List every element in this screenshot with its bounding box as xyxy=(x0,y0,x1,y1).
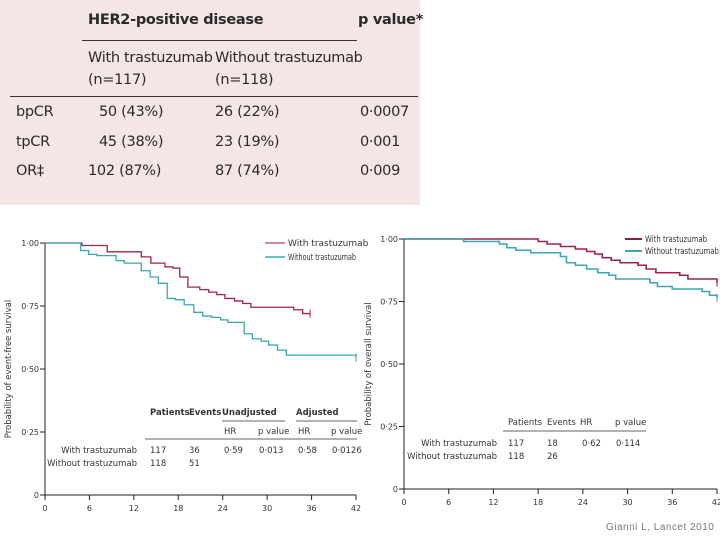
stat-row-label: Without trastuzumab xyxy=(47,459,137,469)
stat-row-hr: 0·62 xyxy=(582,439,601,449)
stat-sub-hr-adj: HR xyxy=(298,427,310,437)
x-tick-label: 42 xyxy=(712,498,720,507)
x-tick-label: 0 xyxy=(401,498,406,507)
y-tick-label: 0 xyxy=(34,491,39,500)
stat-row-patients: 117 xyxy=(508,439,524,449)
stat-row-p-adj: 0·0126 xyxy=(332,446,362,456)
row-with: 50 (43%) xyxy=(99,104,164,120)
os-y-axis-label: Probability of overall survival xyxy=(364,302,374,425)
stat-sub-hr: HR xyxy=(224,427,236,437)
efs-curves xyxy=(45,242,357,362)
y-tick-label: 0 xyxy=(393,485,398,494)
stat-sub-p-adj: p value xyxy=(331,427,362,437)
legend-with-label: With trastuzumab xyxy=(288,239,369,249)
legend-without-label: Without trastuzumab xyxy=(288,253,356,263)
row-label: OR‡ xyxy=(16,163,44,179)
header-rule xyxy=(82,40,357,41)
legend-without-label: Without trastuzumab xyxy=(645,247,719,257)
y-tick-label: 0·75 xyxy=(380,298,398,307)
x-tick-label: 18 xyxy=(173,504,183,513)
stat-row-events: 51 xyxy=(189,459,200,469)
y-tick-label: 0·75 xyxy=(21,302,39,311)
stat-row-label: With trastuzumab xyxy=(61,446,137,456)
legend-with-label: With trastuzumab xyxy=(645,235,707,245)
y-tick-label: 0·25 xyxy=(21,428,39,437)
os-chart: Probability of overall survival 0 6 12 18 24… xyxy=(364,235,720,507)
stat-row-hr-adj: 0·58 xyxy=(298,446,317,456)
without-trastuzumab-curve xyxy=(45,242,357,358)
row-p: 0·001 xyxy=(360,134,401,150)
row-label: bpCR xyxy=(16,104,54,120)
stat-row-events: 26 xyxy=(547,452,558,462)
stat-header-events: Events xyxy=(189,408,221,418)
with-trastuzumab-curve xyxy=(404,238,718,283)
x-tick-label: 12 xyxy=(129,504,139,513)
x-tick-label: 30 xyxy=(262,504,272,513)
y-tick-label: 1·00 xyxy=(380,235,398,244)
row-with: 45 (38%) xyxy=(99,134,164,150)
body-rule xyxy=(10,96,418,97)
x-tick-label: 36 xyxy=(667,498,677,507)
stat-sub-p: p value xyxy=(258,427,289,437)
efs-y-axis-label: Probability of event-free survival xyxy=(4,300,14,439)
y-tick-label: 1·00 xyxy=(21,239,39,248)
row-p: 0·009 xyxy=(360,163,401,179)
x-tick-label: 24 xyxy=(578,498,588,507)
row-without: 26 (22%) xyxy=(215,104,280,120)
x-tick-label: 42 xyxy=(351,504,361,513)
row-without: 23 (19%) xyxy=(215,134,280,150)
stat-header-patients: Patients xyxy=(508,418,543,428)
row-label: tpCR xyxy=(16,134,50,150)
without-trastuzumab-curve xyxy=(404,238,718,298)
stat-header-unadjusted: Unadjusted xyxy=(222,408,277,418)
os-curves xyxy=(404,238,718,302)
y-tick-label: 0·50 xyxy=(380,360,398,369)
results-table: HER2-positive disease p value* With tras… xyxy=(0,0,423,205)
stat-header-adjusted: Adjusted xyxy=(296,408,339,418)
efs-ticks: 0 6 12 18 24 30 36 42 0 0·25 0·50 0·75 1·00 xyxy=(21,239,361,513)
stat-row-patients: 117 xyxy=(150,446,166,456)
os-ticks: 0 6 12 18 24 30 36 42 0 0·25 0·50 0·75 1·00 xyxy=(380,235,720,507)
x-tick-label: 6 xyxy=(446,498,451,507)
x-tick-label: 36 xyxy=(306,504,316,513)
stat-header-hr: HR xyxy=(580,418,592,428)
stat-row-p: 0·013 xyxy=(259,446,283,456)
pvalue-header: p value* xyxy=(358,12,423,28)
x-tick-label: 0 xyxy=(42,504,47,513)
col-with-n: (n=117) xyxy=(88,72,147,88)
stat-row-label: Without trastuzumab xyxy=(407,452,497,462)
x-tick-label: 6 xyxy=(87,504,92,513)
y-tick-label: 0·50 xyxy=(21,365,39,374)
row-with: 102 (87%) xyxy=(88,163,162,179)
stat-header-patients: Patients xyxy=(150,408,190,418)
col-with-name: With trastuzumab xyxy=(88,50,213,66)
stat-row-events: 18 xyxy=(547,439,558,449)
col-without-name: Without trastuzumab xyxy=(215,50,363,66)
col-without-n: (n=118) xyxy=(215,72,274,88)
row-p: 0·0007 xyxy=(360,104,409,120)
stat-row-patients: 118 xyxy=(150,459,166,469)
x-tick-label: 24 xyxy=(218,504,228,513)
row-without: 87 (74%) xyxy=(215,163,280,179)
stat-header-p: p value xyxy=(615,418,646,428)
with-trastuzumab-curve xyxy=(45,242,311,315)
stat-row-events: 36 xyxy=(189,446,200,456)
group-header: HER2-positive disease xyxy=(88,12,264,28)
x-tick-label: 12 xyxy=(488,498,498,507)
citation: Gianni L, Lancet 2010 xyxy=(606,522,715,533)
stat-row-hr: 0·59 xyxy=(224,446,243,456)
x-tick-label: 30 xyxy=(622,498,632,507)
x-tick-label: 18 xyxy=(533,498,543,507)
stat-row-label: With trastuzumab xyxy=(421,439,497,449)
y-tick-label: 0·25 xyxy=(380,423,398,432)
stat-header-events: Events xyxy=(547,418,576,428)
stat-row-patients: 118 xyxy=(508,452,524,462)
efs-chart: Probability of event-free survival 0 6 12 1… xyxy=(4,239,369,513)
stat-row-p: 0·114 xyxy=(616,439,640,449)
